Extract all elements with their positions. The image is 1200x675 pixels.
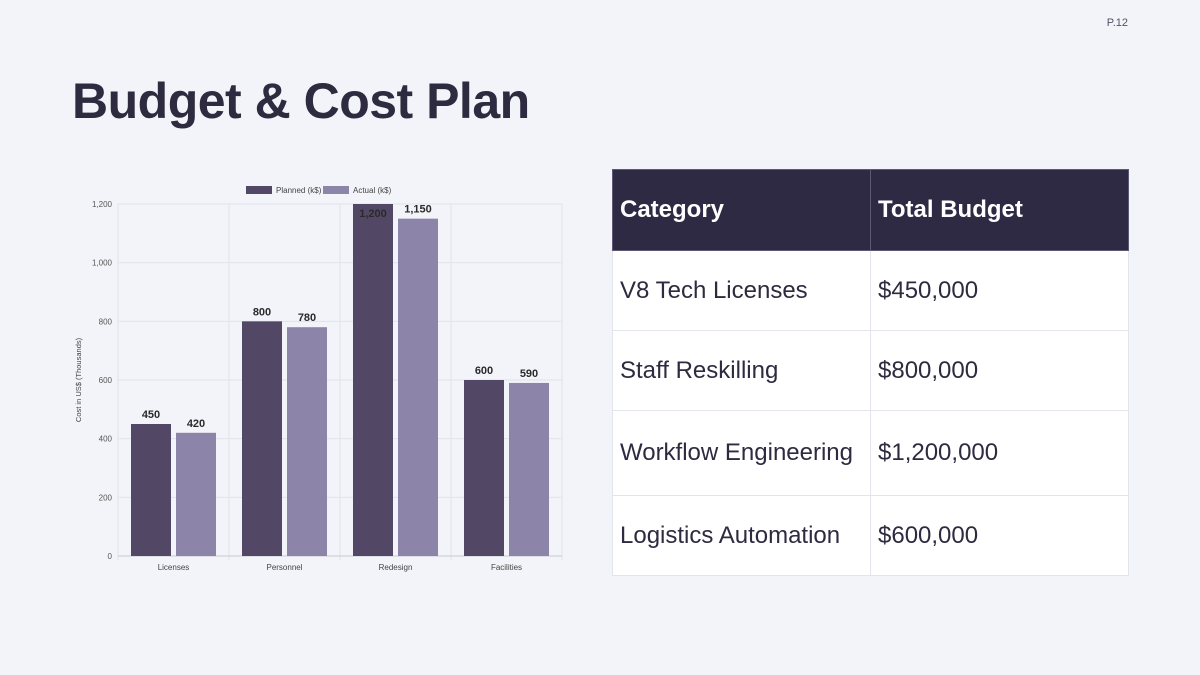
bar-value-label: 420 bbox=[187, 418, 205, 430]
bar-value-label: 600 bbox=[475, 365, 493, 377]
y-tick-label: 600 bbox=[99, 376, 113, 385]
legend-label: Planned (k$) bbox=[276, 186, 322, 195]
page-number: P.12 bbox=[1106, 17, 1128, 29]
bar-actual bbox=[176, 432, 216, 556]
bar-chart-svg: 0 200 400 600 800 1,000 1,200 450 420 Licenses 800… bbox=[74, 186, 563, 572]
x-tick-label: Facilities bbox=[491, 563, 522, 572]
bar-planned bbox=[464, 380, 504, 556]
cell-budget: $1,200,000 bbox=[870, 410, 1129, 496]
cell-category: Logistics Automation bbox=[612, 495, 871, 576]
table-header-row: Category Total Budget bbox=[612, 169, 1129, 251]
y-axis-title: Cost in US$ (Thousands) bbox=[74, 337, 83, 422]
legend-swatch bbox=[323, 186, 349, 194]
header-total-budget: Total Budget bbox=[870, 169, 1129, 251]
slide-title: Budget & Cost Plan bbox=[72, 73, 530, 129]
table-row: V8 Tech Licenses $450,000 bbox=[612, 250, 1129, 331]
cell-category: Workflow Engineering bbox=[612, 410, 871, 496]
y-tick-label: 200 bbox=[99, 493, 113, 502]
bar-value-label: 590 bbox=[520, 368, 538, 380]
legend-label: Actual (k$) bbox=[353, 186, 392, 195]
bar-planned bbox=[242, 321, 282, 556]
cell-category: V8 Tech Licenses bbox=[612, 250, 871, 331]
header-category: Category bbox=[612, 169, 871, 251]
bar-actual bbox=[509, 382, 549, 556]
table-row: Staff Reskilling $800,000 bbox=[612, 330, 1129, 411]
legend-swatch bbox=[246, 186, 272, 194]
bar-value-label: 1,150 bbox=[404, 204, 432, 216]
cell-budget: $800,000 bbox=[870, 330, 1129, 411]
bar-value-label: 800 bbox=[253, 306, 271, 318]
table-row: Logistics Automation $600,000 bbox=[612, 495, 1129, 576]
x-tick-label: Personnel bbox=[266, 563, 302, 572]
budget-chart: 0 200 400 600 800 1,000 1,200 450 420 Licenses 800… bbox=[72, 182, 572, 582]
y-tick-label: 400 bbox=[99, 435, 113, 444]
x-tick-label: Licenses bbox=[158, 563, 190, 572]
bar-planned bbox=[131, 424, 171, 556]
bar-planned bbox=[353, 204, 393, 556]
bar-value-label: 1,200 bbox=[359, 208, 387, 220]
budget-table: Category Total Budget V8 Tech Licenses $… bbox=[612, 169, 1129, 576]
y-tick-label: 0 bbox=[108, 552, 113, 561]
table-row: Workflow Engineering $1,200,000 bbox=[612, 410, 1129, 496]
y-tick-label: 1,200 bbox=[92, 200, 113, 209]
bar-value-label: 450 bbox=[142, 409, 160, 421]
cell-category: Staff Reskilling bbox=[612, 330, 871, 411]
bar-actual bbox=[287, 327, 327, 556]
x-tick-label: Redesign bbox=[379, 563, 413, 572]
cell-budget: $600,000 bbox=[870, 495, 1129, 576]
y-tick-label: 1,000 bbox=[92, 259, 113, 268]
bar-value-label: 780 bbox=[298, 312, 316, 324]
y-tick-label: 800 bbox=[99, 317, 113, 326]
bar-actual bbox=[398, 218, 438, 556]
cell-budget: $450,000 bbox=[870, 250, 1129, 331]
